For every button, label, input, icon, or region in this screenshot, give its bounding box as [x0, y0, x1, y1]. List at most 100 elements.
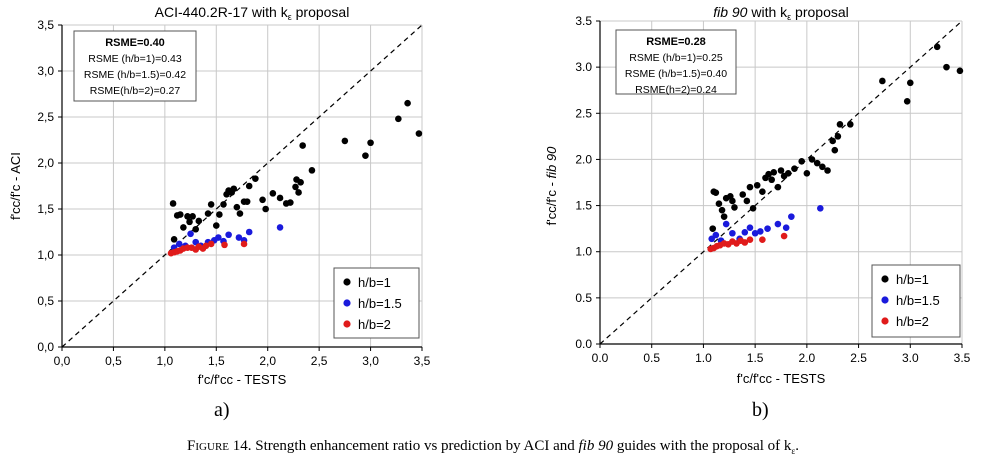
legend-marker: [343, 320, 351, 328]
data-point-h-b-1-5: [746, 224, 754, 232]
data-point-h-b-1: [743, 197, 751, 205]
data-point-h-b-1: [906, 79, 914, 87]
legend-entry: h/b=1.5: [896, 293, 940, 308]
y-tick-label: 3,5: [37, 18, 54, 32]
legend-entry: h/b=2: [358, 317, 391, 332]
x-tick-label: 0.0: [592, 351, 609, 365]
legend-entry: h/b=1: [358, 275, 391, 290]
legend-entry: h/b=2: [896, 314, 929, 329]
chart-title: fib 90 with kε proposal: [713, 4, 849, 22]
data-point-h-b-1: [189, 213, 196, 220]
panel-a-label: a): [214, 399, 230, 421]
data-point-h-b-1: [768, 176, 775, 184]
data-point-h-b-1: [295, 189, 302, 196]
data-point-h-b-1: [243, 198, 251, 205]
data-point-h-b-2: [221, 241, 228, 249]
legend-marker: [881, 296, 889, 304]
y-tick-label: 0,5: [37, 294, 54, 308]
data-point-h-b-1: [230, 185, 238, 193]
data-point-h-b-2: [202, 242, 210, 250]
data-point-h-b-1: [753, 181, 761, 189]
data-point-h-b-1: [395, 115, 402, 123]
data-point-h-b-1: [749, 205, 757, 212]
chart-panel-a: 0,00,0 0,5 0,5 1,0 1,0 1,5 1,5 2,0 2,0 2,5 2,5 3,0 3…: [8, 4, 431, 387]
panel-b-label: b): [752, 399, 769, 421]
data-point-h-b-1-5: [764, 225, 771, 232]
x-tick-label: 2,0: [259, 354, 276, 368]
data-point-h-b-1: [774, 183, 782, 191]
data-point-h-b-1: [180, 224, 187, 231]
stats-box: [73, 30, 197, 102]
x-tick-label: 2.0: [799, 351, 816, 365]
data-point-h-b-1: [813, 159, 821, 167]
chart-title-italic: fib 90: [713, 4, 747, 20]
y-axis-label-main: f'cc/f'c - ACI: [8, 152, 23, 220]
data-point-h-b-1: [956, 67, 964, 75]
stats-group-rmse: RSME(h/b=2)=0.27: [90, 85, 181, 97]
data-point-h-b-1: [184, 213, 191, 220]
data-point-h-b-1: [718, 206, 726, 214]
chart-title: ACI-440.2R-17 with kε proposal: [155, 4, 350, 22]
figure-caption: Figure 14. Strength enhancement ratio vs…: [0, 438, 986, 456]
x-tick-label: 1,5: [208, 354, 225, 368]
stats-group-rmse: RSME (h/b=1)=0.25: [629, 52, 723, 64]
stats-overall-rmse: RSME=0.28: [646, 36, 706, 48]
stats-group-rmse: RSME (h/b=1.5)=0.42: [84, 69, 186, 81]
data-point-h-b-1: [252, 175, 259, 182]
caption-end: .: [795, 438, 799, 454]
data-point-h-b-1: [262, 205, 269, 213]
y-tick-label: 3.0: [575, 60, 592, 74]
chart-panel-b: 0.00.0 0.5 0.5 1.0 1.0 1.5 1.5 2.0 2.0 2.5 2.5 3.0 3…: [544, 4, 971, 386]
data-point-h-b-1: [824, 167, 831, 174]
data-point-h-b-1: [759, 188, 766, 196]
data-point-h-b-1: [415, 130, 423, 137]
x-axis-label: f'c/f'cc - TESTS: [198, 372, 287, 387]
x-tick-label: 3,0: [362, 354, 379, 368]
chart-title-main: ACI-440.2R-17 with k: [155, 4, 289, 20]
data-point-h-b-1: [834, 133, 842, 140]
legend-marker: [881, 317, 889, 325]
data-point-h-b-1: [169, 200, 177, 207]
x-tick-label: 3.5: [954, 351, 971, 365]
y-axis-label: f'cc/f'c - ACI: [8, 152, 23, 220]
data-point-h-b-1-5: [276, 224, 284, 231]
data-point-h-b-2: [741, 239, 749, 246]
data-point-h-b-1: [292, 183, 299, 191]
data-point-h-b-1: [367, 139, 374, 147]
y-tick-label: 0.0: [575, 337, 592, 351]
data-point-h-b-1: [170, 236, 178, 243]
stats-group-rmse: RSME (h/b=1.5)=0.40: [625, 68, 727, 80]
stats-overall-rmse: RSME=0.40: [105, 37, 165, 49]
data-point-h-b-1: [287, 199, 294, 206]
data-point-h-b-1-5: [235, 234, 243, 241]
data-point-h-b-1-5: [757, 228, 764, 235]
data-point-h-b-1-5: [782, 224, 790, 232]
data-point-h-b-2: [207, 240, 215, 248]
data-point-h-b-1: [236, 210, 244, 217]
data-point-h-b-1: [784, 169, 792, 177]
data-point-h-b-1: [933, 43, 941, 51]
chart-title-tail: proposal: [791, 4, 849, 20]
data-point-h-b-1: [739, 191, 747, 198]
data-point-h-b-1: [297, 179, 304, 186]
data-point-h-b-1: [765, 170, 772, 178]
data-point-h-b-1: [216, 211, 223, 218]
stats-box: [615, 29, 737, 95]
x-tick-label: 3.0: [902, 351, 919, 365]
y-tick-label: 1.5: [575, 199, 592, 213]
data-point-h-b-1: [276, 194, 284, 202]
data-point-h-b-1: [819, 163, 826, 171]
data-point-h-b-1: [791, 165, 798, 172]
x-tick-label: 0,5: [105, 354, 122, 368]
data-point-h-b-1: [746, 183, 754, 191]
data-point-h-b-1: [204, 210, 212, 217]
caption-italic: fib 90: [578, 438, 614, 454]
data-point-h-b-1: [192, 225, 200, 233]
legend-entry: h/b=1.5: [358, 296, 402, 311]
chart-title-subscript: ε: [787, 12, 791, 22]
stats-group-rmse: RSME(h=2)=0.24: [635, 84, 717, 96]
data-point-h-b-1-5: [729, 229, 736, 237]
data-point-h-b-1: [362, 152, 369, 159]
chart-title-mid: with k: [747, 4, 788, 20]
